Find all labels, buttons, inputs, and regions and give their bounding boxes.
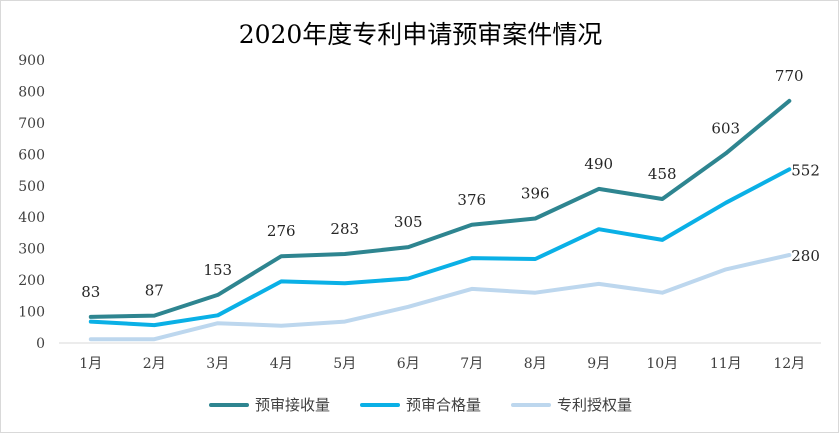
y-tick-label: 0 (36, 336, 45, 352)
x-tick-label: 6月 (397, 356, 420, 372)
y-tick-label: 600 (18, 147, 45, 163)
legend-item: 预审接收量 (208, 394, 330, 415)
legend-item: 预审合格量 (359, 394, 481, 415)
x-tick-label: 7月 (460, 356, 483, 372)
legend-label: 专利授权量 (557, 396, 633, 414)
y-tick-label: 500 (18, 179, 45, 195)
legend-item: 专利授权量 (511, 394, 632, 415)
series-line-3 (88, 253, 792, 342)
y-tick-label: 800 (18, 84, 45, 100)
data-label: 83 (81, 283, 100, 301)
legend-label: 预审接收量 (254, 396, 330, 414)
x-tick-label: 10月 (646, 356, 678, 372)
chart-title: 2020年度专利申请预审案件情况 (238, 20, 603, 49)
x-tick-label: 5月 (333, 356, 356, 372)
data-label: 153 (203, 261, 232, 279)
data-label: 280 (791, 247, 820, 265)
data-label: 603 (711, 119, 740, 137)
x-tick-label: 4月 (270, 356, 293, 372)
series-line-1 (88, 98, 792, 319)
legend-swatch (208, 402, 249, 407)
x-tick-label: 2月 (143, 356, 166, 372)
y-tick-label: 700 (18, 116, 45, 132)
x-tick-label: 9月 (587, 356, 610, 372)
x-tick-label: 11月 (710, 356, 742, 372)
data-label: 305 (394, 213, 423, 231)
data-label: 458 (648, 165, 677, 183)
data-label: 87 (145, 282, 164, 300)
x-tick-label: 8月 (524, 356, 547, 372)
legend-swatch (511, 402, 551, 407)
data-label: 376 (457, 191, 486, 209)
x-tick-label: 12月 (773, 356, 805, 372)
y-tick-label: 100 (18, 305, 45, 321)
y-tick-label: 400 (18, 210, 45, 226)
data-label: 283 (330, 220, 359, 238)
series-line-2 (88, 167, 792, 328)
y-tick-label: 200 (18, 273, 45, 289)
legend-label: 预审合格量 (405, 396, 481, 414)
x-tick-label: 1月 (79, 356, 102, 372)
data-label: 276 (267, 222, 296, 240)
chart-legend: 预审接收量 预审合格量 专利授权量 (1, 394, 839, 415)
data-label: 770 (775, 67, 804, 85)
data-label: 552 (791, 161, 820, 179)
data-label: 396 (521, 184, 550, 202)
y-tick-label: 900 (18, 53, 45, 69)
x-tick-label: 3月 (206, 356, 229, 372)
legend-swatch (359, 402, 400, 407)
data-label: 490 (584, 155, 613, 173)
y-tick-label: 300 (18, 242, 45, 258)
